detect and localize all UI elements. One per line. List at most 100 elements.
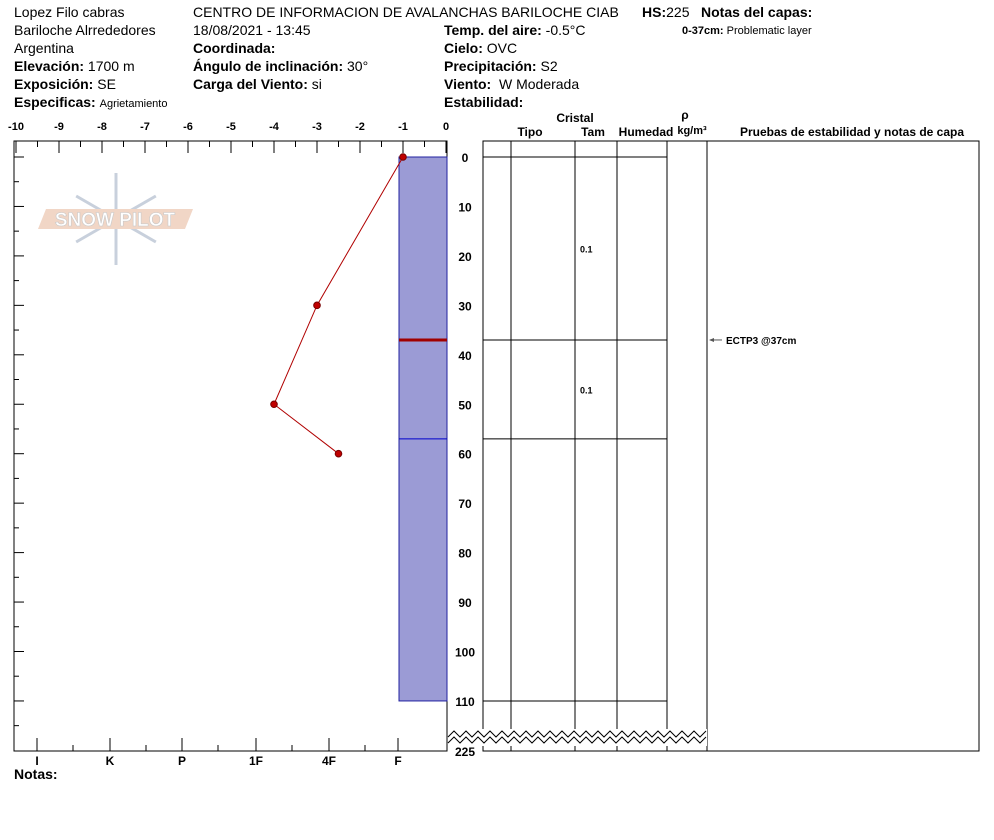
hardness-label: P — [178, 754, 186, 768]
specifics-value: Agrietamiento — [99, 98, 168, 110]
organization: CENTRO DE INFORMACION DE AVALANCHAS BARI… — [193, 4, 619, 20]
snow-height: HS:225 — [642, 3, 689, 21]
depth-tick-label: 0 — [462, 151, 469, 165]
layer-size: 0.1 — [580, 385, 593, 395]
temp-tick-label: -4 — [269, 121, 280, 133]
hardness-label: 1F — [249, 754, 263, 768]
location: Bariloche Alrrededores — [14, 22, 156, 38]
air-temp-value: -0.5°C — [545, 22, 586, 38]
snow-height-value: 225 — [666, 4, 690, 20]
air-temp-label: Temp. del aire: — [444, 22, 542, 38]
break-mask — [448, 729, 707, 746]
sky: Cielo: OVC — [444, 39, 517, 57]
temp-tick-label: 0 — [443, 121, 449, 133]
temp-tick-label: -7 — [140, 121, 150, 133]
hardness-label: 4F — [322, 754, 336, 768]
coordinates: Coordinada: — [193, 39, 275, 57]
aspect: Exposición: SE — [14, 75, 116, 93]
specifics-label: Especificas: — [14, 94, 96, 110]
temp-tick-label: -5 — [226, 121, 236, 133]
header-rho: ρ — [681, 108, 688, 122]
wind-value: W Moderada — [498, 76, 580, 92]
header-tam: Tam — [581, 125, 605, 139]
depth-tick-label: 90 — [458, 596, 472, 610]
wind-load: Carga del Viento: si — [193, 75, 322, 93]
hardness-bar — [398, 156, 448, 702]
depth-tick-label: 100 — [455, 646, 475, 660]
coordinates-label: Coordinada: — [193, 40, 276, 56]
datetime: 18/08/2021 - 13:45 — [193, 22, 311, 38]
wind: Viento: W Moderada — [444, 75, 579, 93]
logo-banner — [38, 209, 193, 229]
depth-break-zigzag — [447, 730, 707, 738]
layer-notes-title-text: Notas del capas: — [701, 4, 813, 20]
temperature-line — [273, 156, 404, 455]
layer-size: 0.1 — [580, 244, 593, 254]
elevation: Elevación: 1700 m — [14, 57, 135, 75]
depth-tick-label: 10 — [458, 200, 472, 214]
air-temp: Temp. del aire: -0.5°C — [444, 21, 586, 39]
layer-notes-range: 0-37cm: — [682, 25, 724, 37]
temperature-point — [334, 449, 343, 458]
sky-label: Cielo: — [444, 40, 483, 56]
wind-load-value: si — [311, 76, 322, 92]
depth-tick-label: 70 — [458, 497, 472, 511]
slope: Ángulo de inclinación: 30° — [193, 57, 368, 75]
sky-value: OVC — [486, 40, 518, 56]
elevation-label: Elevación: — [14, 58, 85, 74]
stability-label: Estabilidad: — [444, 94, 524, 110]
temperature-point — [270, 400, 278, 409]
slope-value: 30° — [347, 58, 369, 74]
layer-notes-text: Problematic layer — [726, 25, 812, 37]
elevation-value: 1700 m — [87, 58, 135, 74]
temp-tick-label: -9 — [54, 121, 64, 133]
notes-label: Notas: — [14, 765, 58, 783]
header-density: kg/m³ — [677, 125, 707, 137]
precipitation: Precipitación: S2 — [444, 57, 558, 75]
header-tipo: Tipo — [517, 125, 542, 139]
header-tests: Pruebas de estabilidad y notas de capa — [740, 125, 964, 139]
depth-bottom-label: 225 — [455, 745, 475, 759]
depth-tick-label: 60 — [458, 448, 472, 462]
temp-tick-label: -1 — [398, 121, 408, 133]
aspect-value: SE — [97, 76, 116, 92]
snow-height-label: HS: — [642, 4, 667, 20]
header-cristal: Cristal — [556, 111, 593, 125]
temp-tick-label: -3 — [312, 121, 322, 133]
stability: Estabilidad: — [444, 93, 523, 111]
layer-table-frame — [482, 140, 980, 752]
hardness-label: K — [106, 754, 115, 768]
specifics: Especificas: Agrietamiento — [14, 93, 167, 113]
hardness-label: F — [394, 754, 401, 768]
layer-notes-title: Notas del capas: — [701, 3, 812, 21]
temp-tick-label: -2 — [355, 121, 365, 133]
depth-tick-label: 110 — [455, 695, 475, 709]
layer-notes: 0-37cm: Problematic layer — [682, 22, 812, 40]
hardness-label: I — [35, 754, 38, 768]
observer: Lopez Filo cabras — [14, 4, 125, 20]
notes-label-text: Notas: — [14, 766, 58, 782]
wind-load-label: Carga del Viento: — [193, 76, 308, 92]
slope-label: Ángulo de inclinación: — [193, 58, 344, 74]
graph-frame — [13, 140, 448, 752]
temperature-point — [313, 301, 321, 310]
logo-text: SNOW PILOT — [55, 210, 176, 231]
country: Argentina — [14, 40, 74, 56]
precipitation-label: Precipitación: — [444, 58, 537, 74]
depth-tick-label: 50 — [458, 398, 472, 412]
temperature-point — [399, 153, 407, 161]
depth-tick-label: 20 — [458, 250, 472, 264]
depth-tick-label: 80 — [458, 547, 472, 561]
depth-break-zigzag — [447, 736, 707, 744]
depth-tick-label: 30 — [458, 299, 472, 313]
temp-tick-label: -6 — [183, 121, 193, 133]
test-result: ECTP3 @37cm — [726, 336, 796, 347]
temp-tick-label: -10 — [8, 121, 24, 133]
depth-tick-label: 40 — [458, 349, 472, 363]
temp-tick-label: -8 — [97, 121, 107, 133]
wind-label: Viento: — [444, 76, 492, 92]
test-arrow-head — [709, 337, 714, 342]
aspect-label: Exposición: — [14, 76, 94, 92]
precipitation-value: S2 — [540, 58, 558, 74]
